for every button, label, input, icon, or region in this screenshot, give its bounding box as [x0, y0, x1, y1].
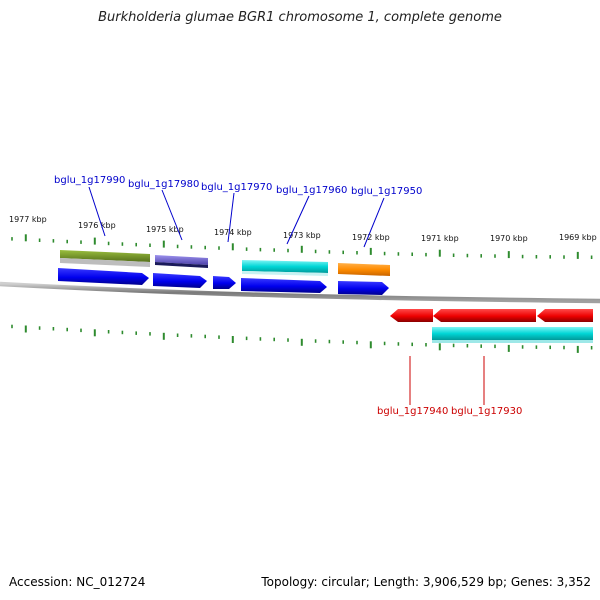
gene-label[interactable]: bglu_1g17980 [128, 179, 199, 190]
kbp-tick-label: 1969 kbp [559, 233, 597, 242]
leader-bglu_1g17980 [161, 189, 183, 241]
leader-bglu_1g17990 [88, 186, 106, 237]
gene-label-leaders [88, 186, 485, 405]
leader-bglu_1g17970 [227, 192, 235, 243]
gene-label[interactable]: bglu_1g17960 [276, 185, 347, 196]
kbp-tick-label: 1974 kbp [214, 228, 252, 237]
cds-bglu_1g17990[interactable] [58, 268, 149, 285]
feature-olive-shadow [60, 258, 150, 267]
feature-slate [155, 255, 208, 265]
kbp-tick-label: 1975 kbp [146, 225, 184, 234]
cds-bglu_1g17950[interactable] [338, 281, 389, 295]
leader-bglu_1g17960 [286, 195, 310, 245]
feature-cyan-reverse [432, 327, 593, 340]
gene-label[interactable]: bglu_1g17940 [377, 406, 448, 417]
feature-band [60, 250, 390, 276]
cds-bglu_1g17960[interactable] [241, 278, 327, 293]
gene-label[interactable]: bglu_1g17930 [451, 406, 522, 417]
map-title: Burkholderia glumae BGR1 chromosome 1, c… [98, 10, 502, 25]
accession-text: Accession: NC_012724 [9, 575, 146, 589]
kbp-tick-label: 1970 kbp [490, 234, 528, 243]
cds-reverse-extra[interactable] [537, 309, 593, 322]
reverse-strand-genes [390, 309, 593, 343]
forward-strand-genes [58, 268, 389, 295]
gene-label[interactable]: bglu_1g17950 [351, 186, 422, 197]
kbp-tick-label: 1972 kbp [352, 233, 390, 242]
leader-bglu_1g17950 [363, 197, 385, 248]
lower-tick-ring [11, 324, 593, 353]
cds-bglu_1g17970[interactable] [213, 276, 236, 289]
feature-orange [338, 263, 390, 276]
kbp-tick-label: 1971 kbp [421, 234, 459, 243]
kbp-tick-label: 1976 kbp [78, 221, 116, 230]
kbp-tick-label: 1973 kbp [283, 231, 321, 240]
chromosome-backbone [0, 281, 600, 304]
genome-summary: Topology: circular; Length: 3,906,529 bp… [261, 575, 591, 589]
gene-label[interactable]: bglu_1g17970 [201, 182, 272, 193]
kbp-tick-label: 1977 kbp [9, 215, 47, 224]
feature-cyan-shadow [242, 271, 328, 276]
feature-slate-dark [155, 262, 208, 268]
feature-cyan [242, 260, 328, 273]
cds-bglu_1g17980[interactable] [153, 273, 207, 288]
gene-labels: bglu_1g17990 bglu_1g17980 bglu_1g17970 b… [54, 175, 522, 417]
feature-cyan-reverse-shadow [432, 340, 593, 343]
cds-bglu_1g17940[interactable] [390, 309, 433, 322]
tick-labels: 1977 kbp 1976 kbp 1975 kbp 1974 kbp 1973 kbp… [9, 215, 597, 243]
gene-label[interactable]: bglu_1g17990 [54, 175, 125, 186]
upper-tick-ring [11, 234, 593, 259]
cds-bglu_1g17930[interactable] [433, 309, 536, 322]
